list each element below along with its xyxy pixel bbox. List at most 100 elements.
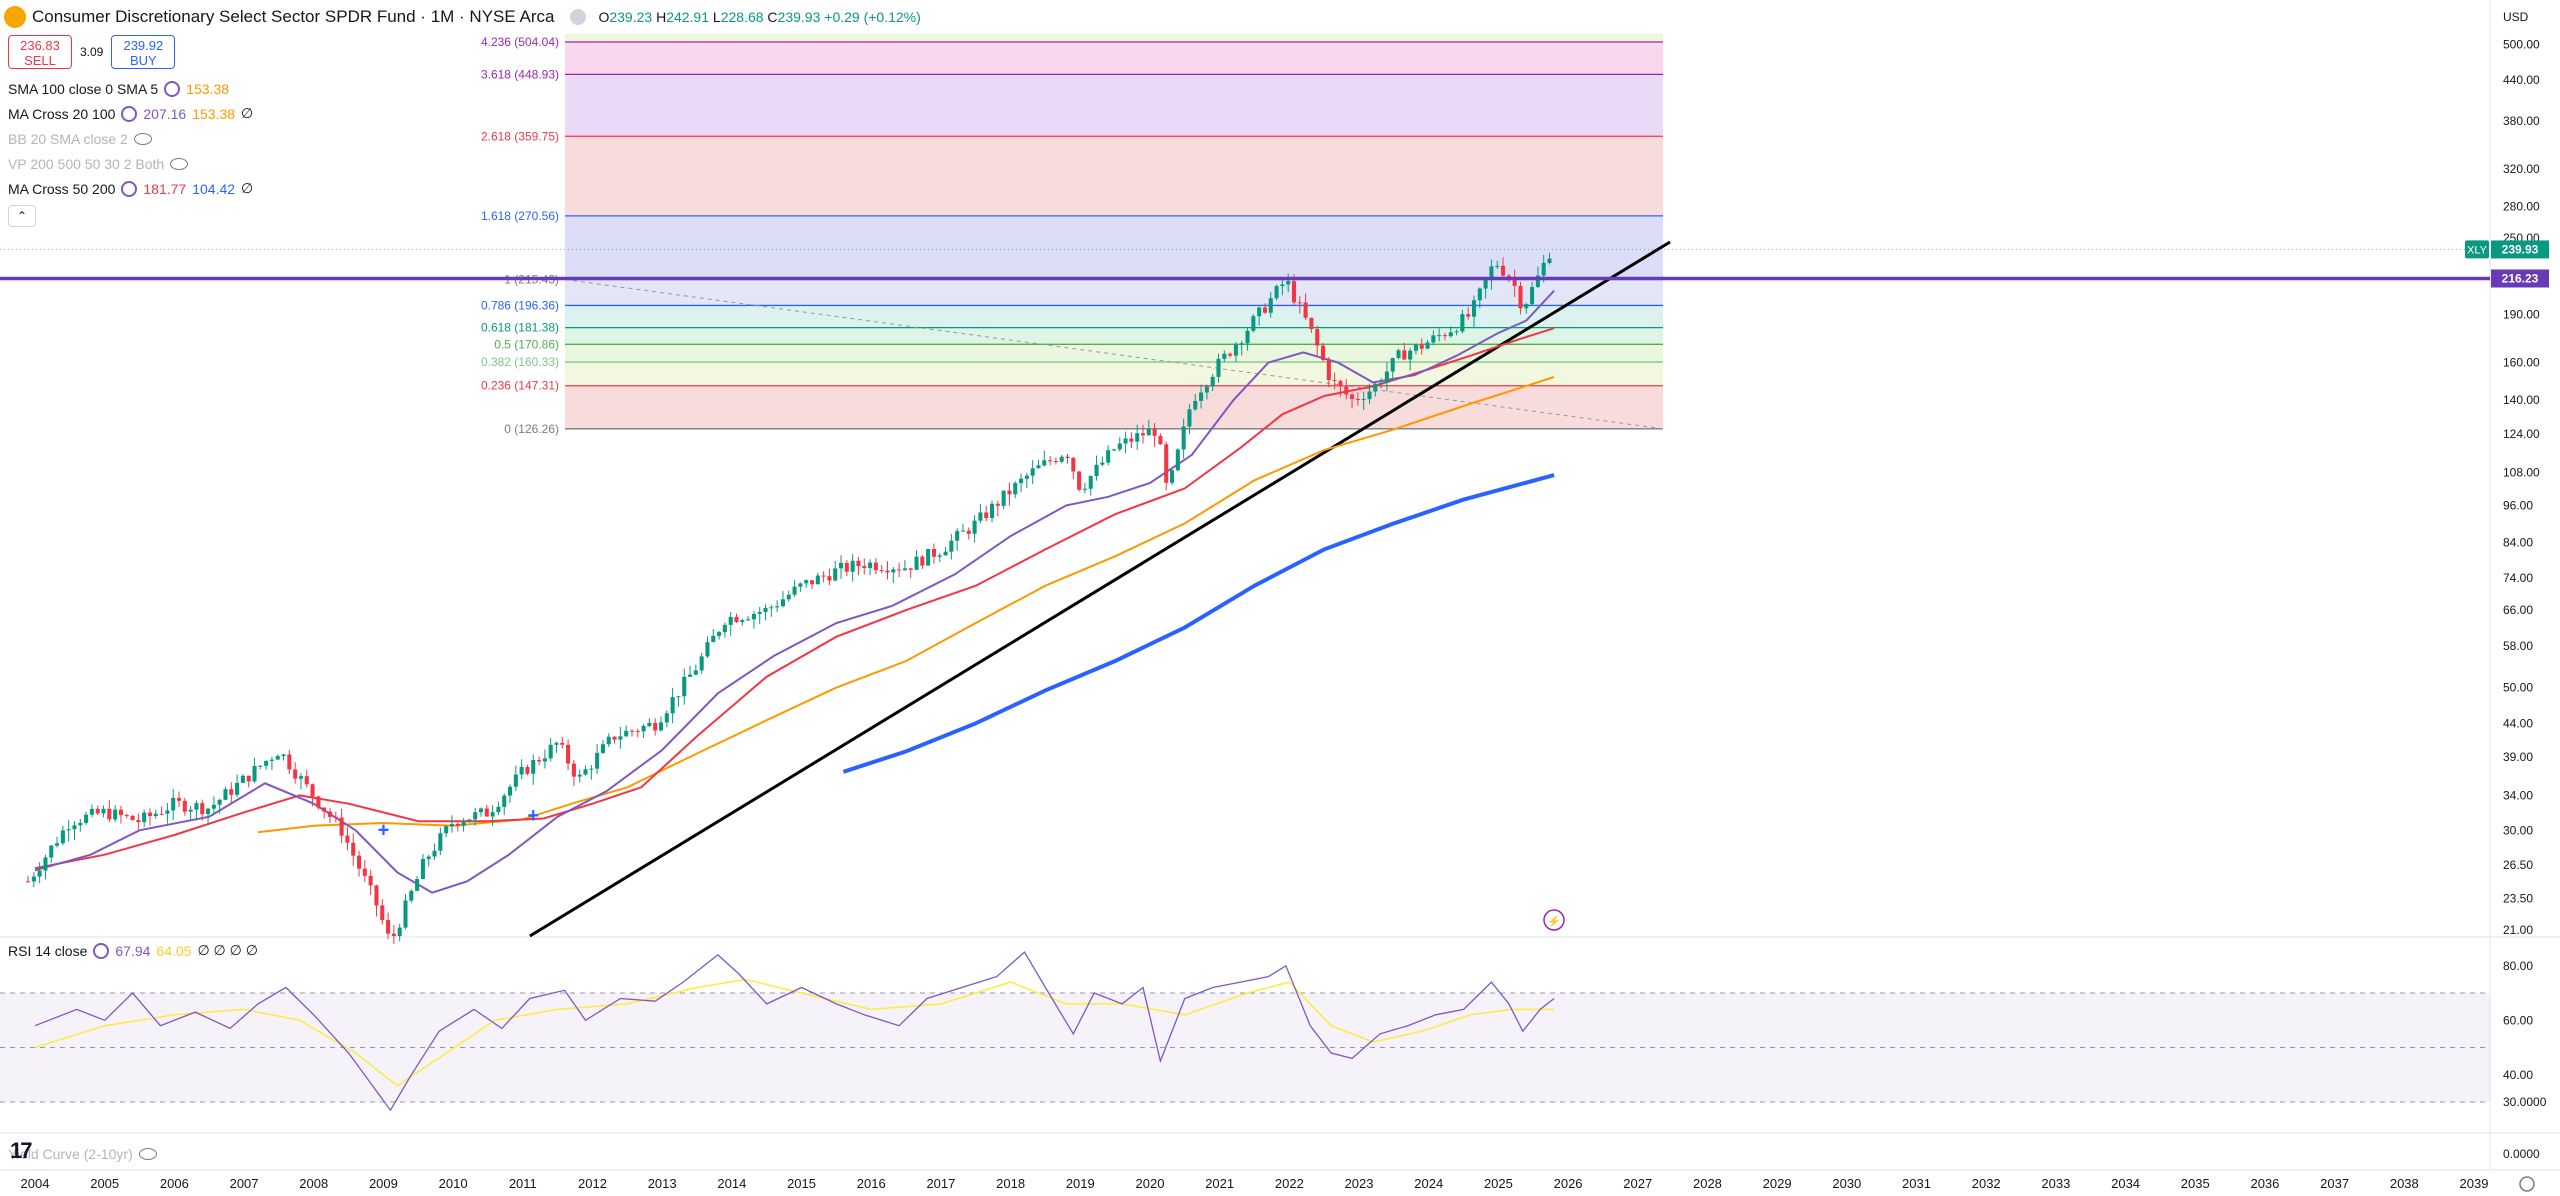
- rsi-axis-label: 60.00: [2503, 1013, 2533, 1027]
- candle-body: [1071, 457, 1076, 472]
- year-tick-label: 2022: [1275, 1176, 1304, 1191]
- year-tick-label: 2027: [1623, 1176, 1652, 1191]
- fib-zone: [565, 279, 1663, 306]
- time-axis[interactable]: 2004 2005 2006 2007 2008 2009 2010 2011 2012 2013…: [21, 1176, 2535, 1192]
- candle-body: [95, 808, 100, 814]
- horizontal-line[interactable]: [0, 248, 2490, 281]
- currency-label[interactable]: USD: [2503, 10, 2529, 24]
- year-tick-label: 2013: [648, 1176, 677, 1191]
- candle-body: [908, 568, 913, 570]
- sell-button[interactable]: 236.83 SELL: [8, 35, 72, 69]
- fib-zone: [565, 74, 1663, 137]
- eye-off-icon[interactable]: [138, 1148, 157, 1160]
- rsi-legend[interactable]: RSI 14 close 67.94 64.05 ∅ ∅ ∅ ∅: [8, 942, 258, 959]
- candle-body: [449, 823, 454, 827]
- candle-body: [1204, 386, 1209, 393]
- trendline-line[interactable]: [529, 240, 1671, 938]
- price-tick-label: 21.00: [2503, 923, 2533, 937]
- candle-body: [229, 789, 234, 795]
- fib-trend-line: [564, 279, 1664, 430]
- candle-body: [629, 730, 635, 732]
- candle-body: [757, 612, 762, 614]
- candle-body: [473, 812, 478, 820]
- fib-retracement[interactable]: 4.236 (504.04) 3.618 (448.93) 2.618 (359.7…: [481, 33, 1664, 436]
- candle-body: [1384, 371, 1389, 383]
- candle-body: [995, 503, 1000, 506]
- market-status-icon: [570, 9, 587, 25]
- candle-body: [223, 789, 228, 800]
- year-tick-label: 2008: [299, 1176, 328, 1191]
- symbol-title[interactable]: Consumer Discretionary Select Sector SPD…: [32, 7, 555, 26]
- candle-body: [1001, 490, 1006, 506]
- candle-body: [1442, 335, 1448, 337]
- price-tick-label: 190.00: [2503, 308, 2540, 322]
- candle-body: [235, 782, 240, 795]
- candle-body: [327, 811, 333, 817]
- buy-button[interactable]: 239.92 BUY: [111, 35, 176, 69]
- indicator-value: 153.38: [186, 80, 230, 97]
- indicator-bb[interactable]: BB 20 SMA close 2: [8, 126, 253, 151]
- candle-body: [1419, 344, 1424, 349]
- settings-icon[interactable]: [121, 105, 138, 122]
- rsi-pane: 80.00 60.00 40.00 30.0000 0.0000: [0, 951, 2547, 1161]
- year-tick-label: 2007: [230, 1176, 259, 1191]
- candle-body: [537, 760, 542, 762]
- candle-body: [751, 613, 756, 620]
- year-tick-label: 2036: [2250, 1176, 2279, 1191]
- candle-body: [1338, 380, 1343, 387]
- candle-body: [1309, 317, 1314, 330]
- trendline[interactable]: [529, 240, 1671, 938]
- year-tick-label: 2026: [1554, 1176, 1583, 1191]
- indicator-ma-cross-20-100[interactable]: MA Cross 20 100 207.16 153.38 ∅: [8, 101, 253, 126]
- candle-body: [955, 531, 960, 541]
- grid: [0, 0, 2560, 1171]
- candle-body: [1425, 342, 1430, 349]
- fib-zone: [565, 327, 1663, 345]
- candle-body: [1117, 443, 1122, 450]
- fib-label: 0.786 (196.36): [481, 298, 559, 312]
- candle-body: [717, 632, 722, 636]
- eye-off-icon[interactable]: [133, 132, 152, 145]
- year-tick-label: 2020: [1136, 1176, 1165, 1191]
- chevron-up-icon[interactable]: ⌃: [8, 205, 36, 227]
- indicator-sma100[interactable]: SMA 100 close 0 SMA 5 153.38: [8, 76, 253, 101]
- settings-icon[interactable]: [93, 942, 110, 959]
- indicator-vp[interactable]: VP 200 500 50 30 2 Both: [8, 151, 253, 176]
- candle-body: [670, 697, 675, 714]
- lightning-icon[interactable]: [1543, 909, 1565, 931]
- indicator-legend: SMA 100 close 0 SMA 5 153.38 MA Cross 20…: [8, 76, 253, 227]
- candle-body: [1274, 286, 1279, 299]
- indicator-ma-cross-50-200[interactable]: MA Cross 50 200 181.77 104.42 ∅: [8, 176, 253, 201]
- candle-body: [490, 812, 495, 817]
- yield-curve-legend[interactable]: Yield Curve (2-10yr): [8, 1146, 157, 1162]
- candle-body: [397, 927, 402, 937]
- settings-icon[interactable]: [121, 180, 138, 197]
- candle-body: [310, 784, 315, 797]
- tv-logo[interactable]: 17: [10, 1138, 33, 1163]
- candle-body: [664, 713, 669, 723]
- candle-body: [124, 815, 129, 817]
- candle-body: [838, 562, 844, 569]
- candle-body: [1059, 456, 1064, 462]
- candle-body: [1350, 394, 1355, 400]
- gear-icon[interactable]: [2519, 1176, 2535, 1192]
- candle-body: [548, 744, 553, 759]
- symbol-badge: [2465, 240, 2489, 259]
- settings-icon[interactable]: [164, 80, 181, 97]
- candle-body: [1181, 426, 1186, 450]
- year-tick-label: 2029: [1763, 1176, 1792, 1191]
- candle-body: [1228, 353, 1233, 356]
- candle-body: [107, 808, 112, 820]
- candle-body: [1019, 478, 1024, 484]
- candle-body: [507, 786, 513, 796]
- candle-body: [298, 776, 303, 779]
- candle-body: [1454, 331, 1459, 333]
- price-axis[interactable]: 500.00440.00380.00320.00280.00250.00190.…: [1543, 10, 2549, 937]
- candle-body: [345, 835, 350, 843]
- eye-off-icon[interactable]: [170, 157, 189, 170]
- candle-body: [438, 833, 443, 851]
- yield-curve-label: Yield Curve (2-10yr): [8, 1146, 133, 1162]
- candle-body: [357, 855, 362, 869]
- candle-body: [1187, 409, 1192, 427]
